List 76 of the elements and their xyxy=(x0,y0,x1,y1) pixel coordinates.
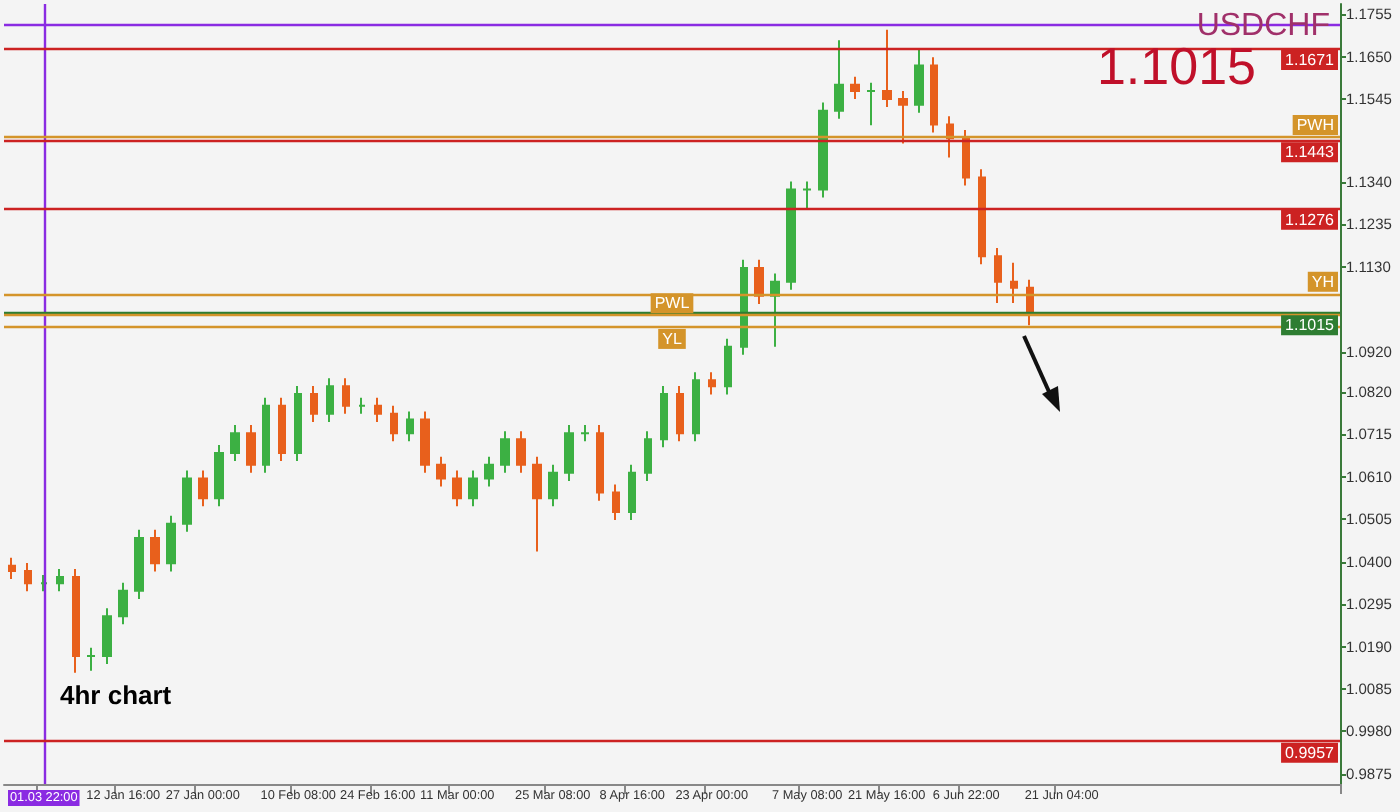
candlestick xyxy=(342,377,350,415)
candlestick xyxy=(278,396,286,463)
candlestick xyxy=(740,258,748,356)
ref-line-label: 0.9957 xyxy=(1285,743,1336,762)
annotation: 1.1015 xyxy=(1096,36,1257,96)
candlestick xyxy=(150,528,160,573)
ref-line-label: PWL xyxy=(654,294,691,313)
candlestick xyxy=(24,561,32,593)
candlestick xyxy=(8,556,16,581)
candlestick xyxy=(182,469,192,533)
ref-line-label: 1.1443 xyxy=(1285,143,1336,162)
candlestick xyxy=(962,129,970,187)
candlestick xyxy=(754,258,764,305)
candlestick xyxy=(834,39,844,120)
candlestick xyxy=(86,646,96,672)
candlestick xyxy=(580,424,590,443)
candlestick xyxy=(532,455,542,553)
candlestick xyxy=(72,567,80,674)
candlestick xyxy=(102,607,112,665)
candlestick xyxy=(500,430,510,474)
candlestick xyxy=(262,396,270,474)
annotation: 4hr chart xyxy=(60,680,173,710)
candlestick xyxy=(1026,278,1034,327)
candlestick xyxy=(406,410,414,443)
ref-line-label: YH xyxy=(1311,272,1335,291)
candlestick xyxy=(484,455,494,488)
candlestick xyxy=(214,443,224,508)
candlestick xyxy=(882,28,892,109)
candlestick xyxy=(724,337,732,396)
candlestick xyxy=(676,384,684,443)
candlestick xyxy=(40,574,48,593)
candlestick xyxy=(452,469,462,508)
ref-line-label: PWH xyxy=(1296,115,1335,134)
candlestick xyxy=(930,56,938,134)
candlestick xyxy=(770,272,780,348)
ref-line-label: 1.1276 xyxy=(1285,210,1336,229)
candlestick xyxy=(978,168,986,266)
candlestick xyxy=(326,377,334,423)
candlestick xyxy=(628,463,636,522)
candlestick xyxy=(548,463,558,508)
candlestick xyxy=(596,424,604,502)
candlestick xyxy=(358,396,366,415)
candlestick xyxy=(692,371,700,443)
candlestick xyxy=(56,567,64,593)
candlestick xyxy=(644,430,652,482)
candlestick xyxy=(516,430,526,474)
candlestick xyxy=(898,89,908,145)
candlestick xyxy=(310,384,318,423)
candlestick xyxy=(230,424,240,463)
candlestick xyxy=(420,410,430,474)
ref-line-label: 1.1671 xyxy=(1285,51,1336,70)
candlestick xyxy=(818,101,828,199)
candlestick xyxy=(914,48,924,114)
candlestick xyxy=(612,483,620,522)
candlestick xyxy=(294,384,302,463)
candlestick xyxy=(866,81,876,127)
candlestick xyxy=(786,180,796,291)
ref-line-label: YL xyxy=(662,329,683,348)
candlestick xyxy=(436,455,446,488)
candlestick xyxy=(246,424,256,474)
candlestick xyxy=(118,581,128,626)
candlestick xyxy=(708,371,716,396)
candlestick xyxy=(390,404,398,443)
candlestick xyxy=(660,384,668,449)
candlestick xyxy=(994,247,1002,305)
candlestick xyxy=(166,514,176,573)
candlestick xyxy=(198,469,208,508)
candlestick xyxy=(468,469,478,508)
candlestick xyxy=(374,396,382,423)
candlestick xyxy=(134,528,144,600)
ref-line-label: 1.1015 xyxy=(1285,316,1336,335)
candlestick xyxy=(850,75,860,100)
candlestick xyxy=(946,115,954,159)
candlestick xyxy=(1010,261,1018,305)
candlestick xyxy=(564,424,574,482)
candlestick xyxy=(802,180,812,212)
